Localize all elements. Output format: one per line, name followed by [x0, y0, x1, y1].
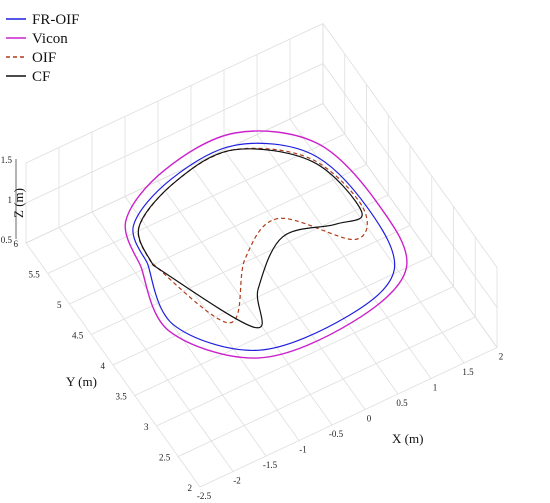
y-tick-label: 5: [57, 300, 62, 310]
legend-label-cf: CF: [32, 69, 50, 85]
legend-label-oif: OIF: [32, 50, 56, 66]
series-group: [124, 130, 408, 359]
z-tick-label: 1: [8, 195, 13, 205]
x-tick-label: -1.5: [263, 460, 278, 470]
y-tick-label: 3.5: [116, 392, 128, 402]
x-tick-label: 1.5: [462, 367, 474, 377]
x-tick-label: -1: [299, 445, 307, 455]
y-tick-label: 4: [101, 361, 106, 371]
floor-grid-line: [199, 347, 498, 488]
side-wall-grid-line: [322, 23, 498, 268]
series-line-cf: [137, 148, 363, 329]
floor-grid-line: [134, 255, 432, 396]
side-wall-grid-line: [322, 63, 498, 308]
y-tick-label: 3: [144, 422, 149, 432]
floor-grid-line: [91, 194, 389, 335]
back-wall-grid-line: [25, 63, 324, 204]
x-tick-label: -0.5: [329, 429, 344, 439]
floor-grid-line: [112, 225, 411, 366]
x-tick-label: 1: [433, 383, 438, 393]
floor-grid-line: [47, 133, 345, 274]
x-tick-label: 0: [367, 414, 372, 424]
floor-grid-line: [156, 286, 454, 427]
series-line-vicon: [124, 130, 408, 359]
floor-grid-line: [69, 164, 367, 305]
legend: FR-OIF Vicon OIF CF: [6, 12, 80, 85]
z-tick-label: 0.5: [1, 235, 13, 245]
x-tick-label: 0.5: [396, 398, 408, 408]
y-tick-label: 2.5: [159, 453, 171, 463]
x-axis-label: X (m): [392, 431, 423, 446]
axes-grid: [15, 23, 498, 488]
side-wall-grid-line: [322, 103, 498, 348]
axis-ticks: -2.5 -2 -1.5 -1 -0.5 0 0.5 1 1.5 2 2 2.5 3 3.5 4 4.5 5 5.…: [1, 155, 504, 501]
back-wall-grid-line: [25, 23, 324, 164]
y-tick-label: 2: [188, 483, 193, 493]
back-wall-grid-line: [25, 103, 324, 244]
x-tick-label: 2: [499, 352, 504, 362]
y-tick-label: 5.5: [29, 270, 41, 280]
legend-label-fr-oif: FR-OIF: [32, 12, 80, 28]
legend-label-vicon: Vicon: [32, 31, 68, 47]
z-axis-label: Z (m): [11, 188, 26, 218]
z-tick-label: 1.5: [1, 155, 13, 165]
y-tick-label: 4.5: [72, 331, 84, 341]
x-tick-label: -2.5: [197, 491, 212, 501]
x-tick-label: -2: [233, 476, 241, 486]
y-axis-label: Y (m): [66, 374, 97, 389]
series-line-fr-oif: [132, 142, 396, 351]
floor-grid-line: [178, 316, 476, 457]
y-tick-label: 6: [14, 239, 19, 249]
